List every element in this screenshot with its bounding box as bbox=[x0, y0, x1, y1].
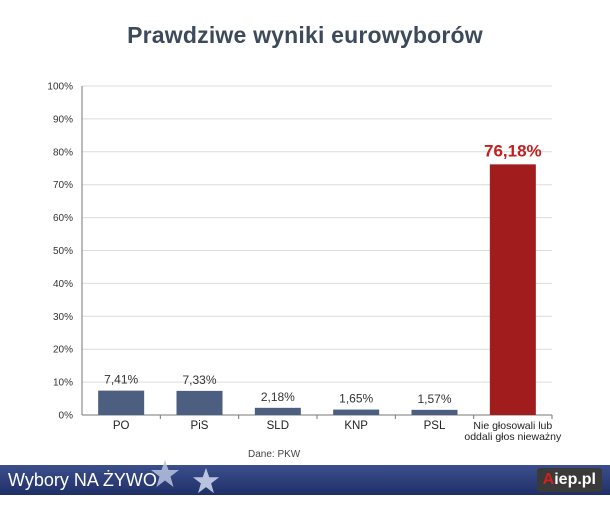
bottom-strip bbox=[0, 495, 610, 506]
y-tick-label: 30% bbox=[53, 312, 73, 323]
chart-title: Prawdziwe wyniki eurowyborów bbox=[127, 22, 483, 48]
data-label: 76,18% bbox=[484, 141, 542, 160]
bar bbox=[176, 390, 223, 415]
bar-chart: 0% 10% 20% 30% 40% 50% 60% 70% 80% 90% 100% 7,41% PO… bbox=[47, 82, 562, 444]
data-label: 7,33% bbox=[182, 373, 216, 387]
bar bbox=[489, 164, 536, 415]
y-tick-label: 0% bbox=[59, 411, 74, 422]
site-logo[interactable]: Aiep.pl bbox=[536, 468, 602, 492]
logo-accent: A bbox=[542, 471, 555, 488]
bar bbox=[411, 409, 458, 415]
source-note: Dane: PKW bbox=[248, 449, 301, 460]
data-label: 1,57% bbox=[417, 392, 451, 406]
x-tick-label: PSL bbox=[424, 420, 446, 432]
x-tick-label: oddali głos nieważny bbox=[464, 431, 562, 443]
y-tick-label: 70% bbox=[53, 180, 73, 191]
y-tick-label: 20% bbox=[53, 345, 73, 356]
data-label: 7,41% bbox=[104, 373, 138, 387]
y-tick-label: 80% bbox=[53, 147, 73, 158]
y-tick-label: 50% bbox=[53, 246, 73, 257]
x-tick-label: SLD bbox=[267, 420, 289, 432]
data-label: 2,18% bbox=[261, 390, 295, 404]
y-tick-label: 90% bbox=[53, 114, 73, 125]
x-tick-label: PO bbox=[113, 420, 130, 432]
star-icon bbox=[192, 467, 220, 494]
star-icon bbox=[151, 460, 179, 487]
y-tick-label: 40% bbox=[53, 279, 73, 290]
y-tick-label: 100% bbox=[47, 82, 73, 93]
x-tick-label: KNP bbox=[344, 420, 368, 432]
footer-banner: Wybory NA ŻYWO Aiep.pl bbox=[0, 460, 610, 495]
data-label: 1,65% bbox=[339, 392, 373, 406]
bar bbox=[98, 390, 145, 415]
y-tick-label: 60% bbox=[53, 213, 73, 224]
footer-text: Wybory NA ŻYWO bbox=[8, 470, 157, 490]
bar bbox=[333, 409, 380, 415]
x-tick-label: PiS bbox=[191, 420, 209, 432]
x-tick-label: Nie głosowali lub bbox=[473, 420, 552, 432]
logo-text: iep.pl bbox=[554, 471, 596, 488]
bar bbox=[254, 407, 301, 415]
y-tick-label: 10% bbox=[53, 378, 73, 389]
